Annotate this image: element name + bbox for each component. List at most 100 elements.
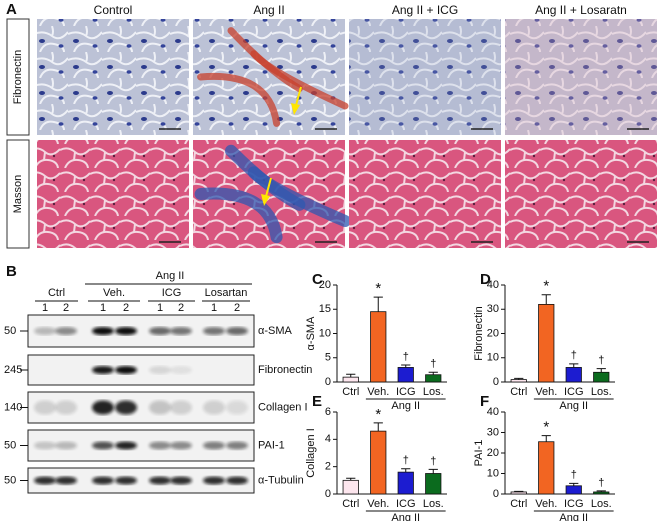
row-label-box	[6, 18, 30, 136]
micrograph	[349, 140, 501, 248]
error-bar	[373, 422, 383, 432]
significance-mark: †	[403, 455, 409, 467]
y-tick-label: 6	[325, 406, 331, 418]
blot-label: α-Tubulin	[258, 474, 304, 486]
lane-group: Ctrl	[48, 287, 65, 299]
band	[92, 400, 114, 415]
lane-group: Losartan	[205, 287, 248, 299]
band	[55, 476, 77, 485]
significance-mark: †	[598, 477, 604, 489]
x-tick-label: Los.	[423, 386, 444, 398]
x-tick-label: ICG	[396, 498, 416, 510]
panel-label: D	[480, 271, 491, 288]
mw-marker: 50	[4, 474, 16, 486]
group-label: Ang II	[559, 400, 588, 412]
y-tick-label: 10	[487, 467, 499, 479]
band	[170, 327, 192, 335]
band	[170, 476, 192, 485]
blot-label: Collagen I	[258, 401, 308, 413]
band	[170, 366, 192, 374]
panel-a: Control Ang II Ang II + ICG Ang II + Losara…	[6, 3, 657, 249]
bar	[425, 374, 442, 383]
significance-mark: †	[430, 455, 436, 467]
significance-mark: *	[375, 406, 381, 423]
panel-label: A	[6, 1, 17, 18]
blot-label: α-SMA	[258, 325, 293, 337]
y-tick-label: 15	[319, 303, 331, 315]
y-axis-label: Collagen I	[305, 428, 317, 478]
band	[149, 476, 171, 485]
y-axis-label: α-SMA	[305, 316, 317, 351]
micrograph	[505, 140, 657, 248]
x-tick-label: Ctrl	[342, 498, 359, 510]
band	[34, 476, 56, 485]
y-tick-label: 40	[487, 406, 499, 418]
y-axis-label: PAI-1	[473, 440, 485, 467]
lane-number: 2	[234, 302, 240, 314]
significance-mark: †	[403, 351, 409, 363]
column-label: Ang II + ICG	[392, 3, 458, 17]
x-tick-label: Los.	[423, 498, 444, 510]
band	[55, 400, 77, 415]
error-bar	[541, 435, 551, 442]
row-label: Masson	[12, 175, 24, 214]
band	[149, 400, 171, 415]
bar	[425, 473, 442, 495]
panel-label: E	[312, 393, 322, 410]
mw-marker: 140	[4, 401, 22, 413]
arrow-head	[291, 103, 300, 115]
significance-mark: †	[571, 469, 577, 481]
error-bar	[541, 294, 551, 305]
lane-number: 2	[63, 302, 69, 314]
error-bar	[596, 490, 606, 492]
significance-mark: †	[571, 350, 577, 362]
y-tick-label: 10	[487, 352, 499, 364]
lane-group: ICG	[162, 287, 182, 299]
fibrosis-stain	[197, 72, 281, 127]
band	[115, 441, 137, 450]
bar	[538, 441, 555, 495]
lane-number: 1	[157, 302, 163, 314]
band	[92, 441, 114, 450]
micrograph	[37, 19, 189, 135]
x-tick-label: Veh.	[367, 386, 389, 398]
y-tick-label: 40	[487, 279, 499, 291]
lane-group: Veh.	[103, 287, 125, 299]
error-bar	[373, 296, 383, 312]
error-bar	[346, 477, 356, 481]
x-tick-label: ICG	[396, 386, 416, 398]
x-tick-label: ICG	[564, 386, 584, 398]
y-tick-label: 20	[487, 327, 499, 339]
significance-mark: *	[543, 419, 549, 436]
collagen-stain	[194, 187, 283, 244]
y-tick-label: 0	[493, 376, 499, 388]
error-bar	[569, 363, 579, 368]
bar	[510, 379, 527, 383]
blot-label: PAI-1	[258, 439, 285, 451]
band	[55, 441, 77, 450]
bar	[370, 311, 387, 383]
error-bar	[346, 373, 356, 378]
band	[203, 441, 225, 450]
band	[34, 400, 56, 415]
y-tick-label: 20	[487, 447, 499, 459]
x-tick-label: Los.	[591, 498, 612, 510]
significance-mark: †	[598, 355, 604, 367]
column-label: Control	[94, 3, 133, 17]
band	[149, 327, 171, 335]
error-bar	[401, 364, 411, 368]
band	[226, 441, 248, 450]
group-label: Ang II	[559, 512, 588, 521]
micrograph	[37, 140, 189, 248]
collagen-stain	[247, 166, 351, 227]
band	[149, 366, 171, 374]
error-bar	[596, 368, 606, 373]
micrograph	[349, 19, 501, 135]
significance-mark: *	[543, 278, 549, 295]
row-label-box	[6, 139, 30, 249]
tint	[349, 19, 501, 135]
panel-label: F	[480, 393, 489, 410]
bar	[397, 367, 414, 383]
